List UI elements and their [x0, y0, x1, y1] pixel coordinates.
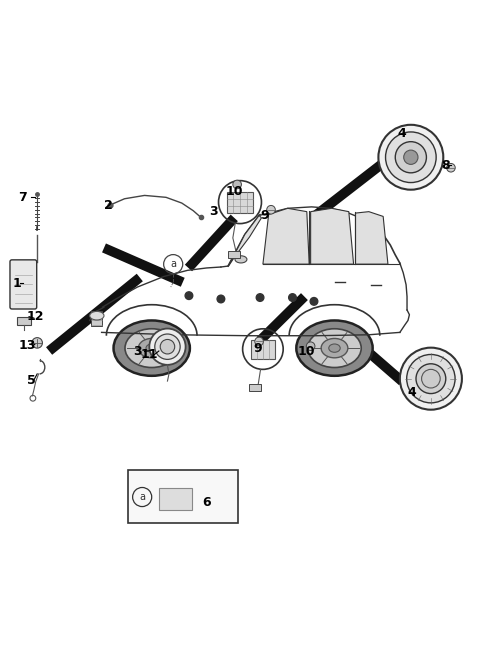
Circle shape [217, 295, 225, 303]
Text: 12: 12 [27, 310, 45, 323]
Circle shape [185, 292, 193, 300]
Bar [91, 311, 102, 326]
Text: 5: 5 [26, 374, 36, 387]
Circle shape [233, 180, 241, 189]
Ellipse shape [308, 329, 361, 368]
Bar [228, 251, 240, 259]
Circle shape [310, 298, 318, 305]
Ellipse shape [146, 344, 157, 352]
Bar [251, 339, 275, 358]
Text: 7: 7 [19, 191, 27, 204]
Circle shape [160, 339, 175, 354]
Text: 1: 1 [12, 277, 21, 290]
Ellipse shape [329, 344, 340, 352]
Circle shape [446, 164, 455, 172]
Ellipse shape [90, 312, 104, 320]
Circle shape [306, 342, 315, 350]
Circle shape [378, 125, 444, 189]
Text: 4: 4 [408, 387, 416, 399]
Circle shape [421, 370, 440, 388]
Circle shape [404, 150, 418, 164]
Circle shape [288, 294, 296, 302]
Polygon shape [228, 215, 262, 266]
Circle shape [385, 132, 436, 183]
Bar [159, 488, 192, 510]
Bar [249, 384, 261, 391]
Circle shape [407, 354, 455, 403]
Text: 11: 11 [141, 348, 158, 361]
Text: 10: 10 [298, 345, 315, 358]
Circle shape [155, 334, 180, 360]
FancyBboxPatch shape [10, 260, 36, 309]
Ellipse shape [125, 329, 179, 368]
Circle shape [416, 364, 446, 393]
Polygon shape [263, 209, 309, 264]
Bar [128, 470, 238, 523]
Ellipse shape [321, 339, 348, 358]
Polygon shape [356, 212, 388, 264]
Circle shape [256, 294, 264, 302]
Circle shape [267, 205, 276, 214]
Text: a: a [170, 259, 176, 269]
Text: 13: 13 [19, 339, 36, 352]
Text: 8: 8 [441, 159, 449, 172]
Text: 10: 10 [226, 185, 243, 198]
Ellipse shape [114, 321, 190, 376]
Text: 2: 2 [104, 199, 113, 213]
Circle shape [32, 338, 42, 348]
Text: 4: 4 [398, 127, 407, 140]
Ellipse shape [138, 339, 165, 358]
Text: a: a [139, 492, 145, 502]
Text: 3: 3 [133, 345, 142, 358]
Circle shape [255, 337, 264, 346]
Text: 3: 3 [209, 205, 218, 218]
Text: 9: 9 [261, 209, 269, 222]
Ellipse shape [296, 321, 372, 376]
Text: 9: 9 [254, 342, 263, 354]
Bar [227, 191, 253, 213]
Polygon shape [311, 209, 354, 264]
Bar [17, 317, 31, 325]
Circle shape [395, 142, 426, 173]
Text: 6: 6 [202, 496, 211, 510]
Circle shape [400, 348, 462, 410]
Circle shape [149, 329, 186, 365]
Ellipse shape [235, 256, 247, 263]
